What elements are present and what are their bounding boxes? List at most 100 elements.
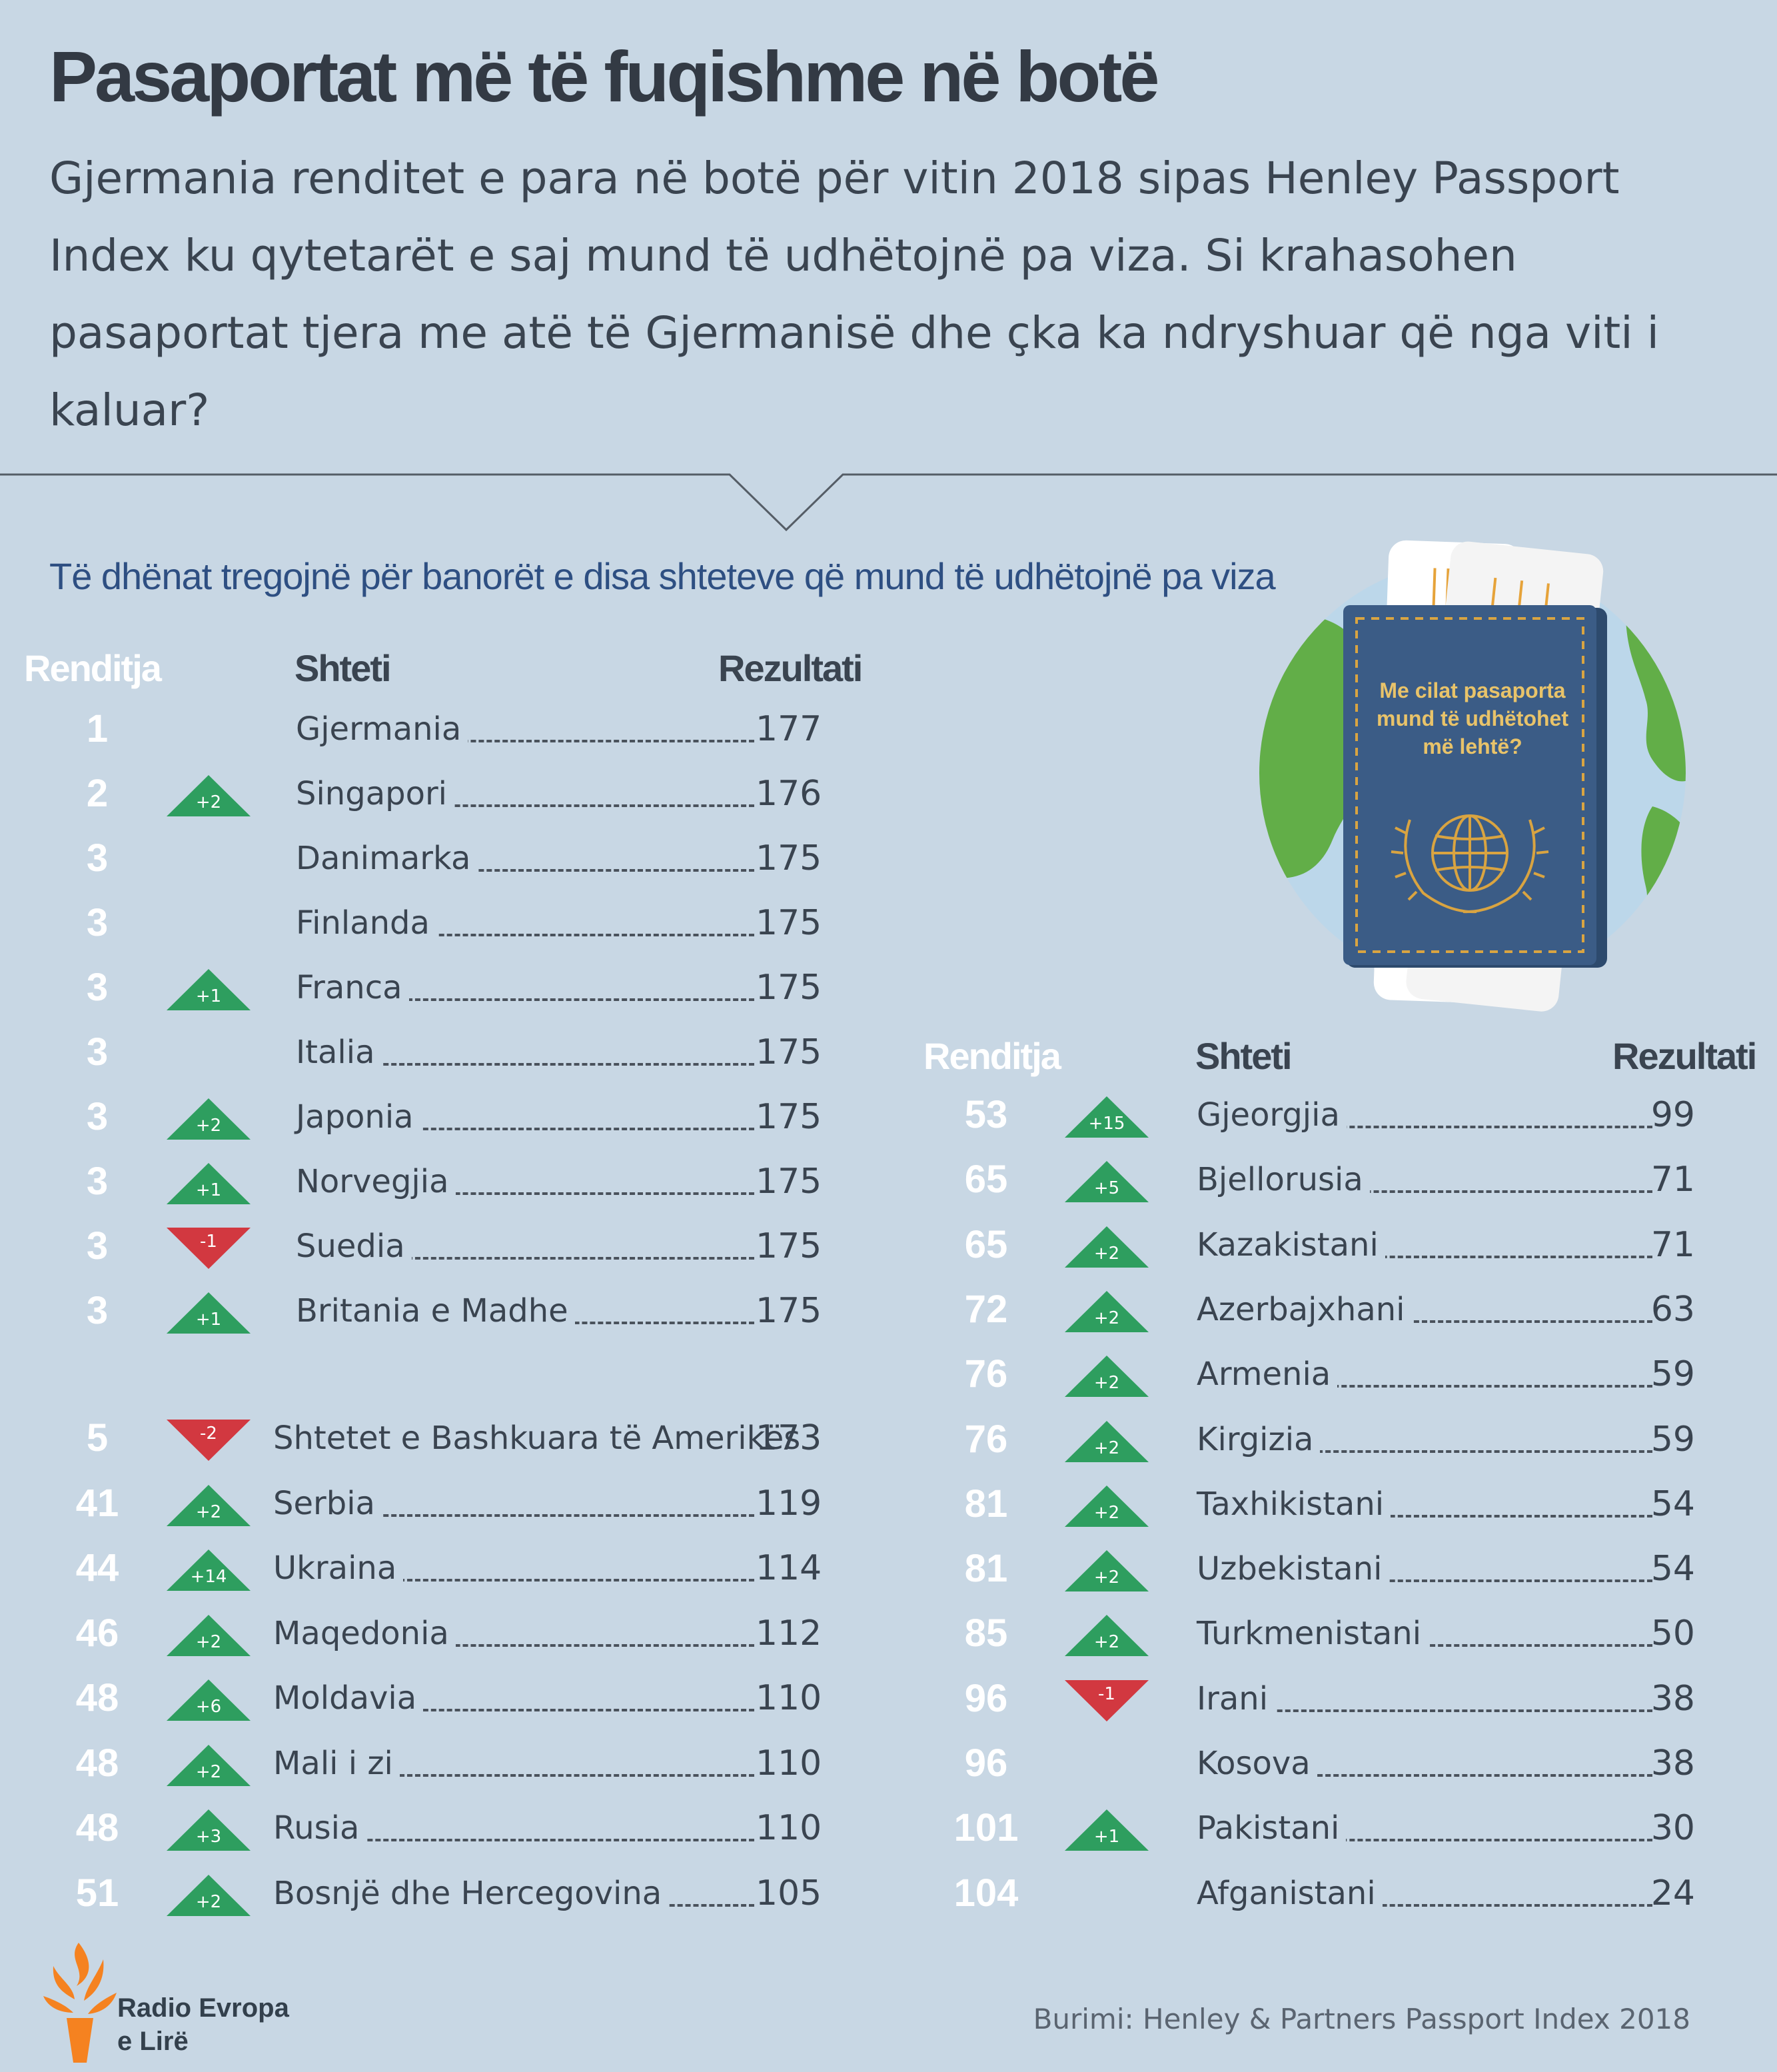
ranking-row: 81 +2 Taxhikistani 54 (0, 1472, 1777, 1536)
ranking-row: 96 -1 Irani 38 (0, 1666, 1777, 1731)
country-name: Gjermania (296, 697, 468, 761)
leader-dots (296, 740, 754, 742)
country-name: Bjellorusia (1197, 1148, 1370, 1212)
country-name: Ukraina (273, 1536, 404, 1600)
globe-icon (1259, 540, 1686, 1012)
leader-dots (1197, 1190, 1652, 1194)
passport-illustration: Me cilat pasaporta mund të udhëtohet më … (1253, 526, 1706, 1036)
country-name: Bosnjë dhe Hercegovina (273, 1861, 669, 1925)
leader-dots (1197, 1126, 1652, 1128)
triangle-up-icon: +2 (1065, 1615, 1149, 1657)
rank-number: 85 (964, 1611, 1008, 1655)
rank-change-label: +2 (195, 1761, 222, 1782)
leader-dots (1197, 1450, 1652, 1453)
score-value: 59 (1650, 1354, 1695, 1395)
leader-dots (296, 1128, 754, 1130)
right-score-header: Rezultati (1612, 1035, 1757, 1077)
rank-number: 46 (75, 1611, 119, 1655)
rank-number: 3 (86, 966, 109, 1009)
triangle-up-icon: +2 (167, 775, 251, 816)
triangle-up-icon: +14 (167, 1550, 251, 1591)
triangle-down-icon: -1 (167, 1228, 251, 1269)
triangle-up-icon: +2 (1065, 1290, 1149, 1332)
ranking-row: 101 +1 Pakistani 30 (0, 1796, 1777, 1861)
triangle-up-icon: +1 (167, 1163, 251, 1204)
leader-dots (1197, 1774, 1652, 1777)
leader-dots (296, 1709, 754, 1711)
rank-number: 65 (964, 1222, 1008, 1266)
rank-change-label: +2 (195, 792, 222, 812)
triangle-up-icon: +15 (1065, 1096, 1149, 1138)
rank-number: 96 (964, 1741, 1008, 1785)
ranking-row: 48 +6 Moldavia 110 (0, 1666, 1777, 1730)
country-name: Gjeorgjia (1197, 1083, 1347, 1147)
torch-logo-icon (43, 1943, 117, 2063)
country-name: Afganistani (1197, 1861, 1383, 1925)
rank-number: 81 (964, 1547, 1008, 1591)
triangle-up-icon: +1 (1065, 1809, 1149, 1851)
rank-change-label: +2 (1093, 1567, 1120, 1588)
triangle-up-icon: +2 (1065, 1356, 1149, 1398)
ranking-row: 48 +3 Rusia 110 (0, 1796, 1777, 1860)
country-name: Britania e Madhe (296, 1279, 575, 1343)
rank-change-label: +2 (1093, 1243, 1120, 1264)
score-value: 38 (1650, 1743, 1695, 1783)
triangle-up-icon: +2 (1065, 1550, 1149, 1592)
leader-dots (296, 1773, 754, 1777)
ranking-row: 76 +2 Kirgizia 59 (0, 1407, 1777, 1472)
score-value: 59 (1650, 1419, 1695, 1460)
rank-number: 3 (86, 836, 109, 880)
leader-dots (1197, 1709, 1652, 1712)
rank-number: 3 (86, 1030, 109, 1074)
left-rank-header: Renditja (24, 647, 162, 689)
ranking-row: 3 +1 Franca 175 (0, 956, 1777, 1020)
ranking-row: 3 Italia 175 (0, 1020, 1777, 1084)
leader-dots (296, 1257, 754, 1260)
leader-dots (1197, 1320, 1652, 1323)
country-name: Moldavia (273, 1666, 424, 1730)
rank-number: 76 (964, 1417, 1008, 1461)
leader-dots (1197, 1579, 1652, 1583)
rank-change-label: +2 (195, 1631, 222, 1652)
leader-dots (296, 1839, 754, 1841)
page-title: Pasaportat më të fuqishme në botë (49, 36, 1159, 117)
rank-number: 72 (964, 1287, 1008, 1331)
triangle-up-icon: +2 (1065, 1226, 1149, 1268)
leader-dots (296, 1063, 754, 1066)
country-name: Turkmenistani (1197, 1601, 1429, 1666)
leader-dots (1197, 1255, 1652, 1258)
ranking-row: 41 +2 Serbia 119 (0, 1471, 1777, 1536)
country-name: Danimarka (296, 826, 478, 890)
ranking-row: 3 Danimarka 175 (0, 826, 1777, 890)
score-value: 38 (1650, 1678, 1695, 1719)
country-name: Azerbajxhani (1197, 1277, 1412, 1342)
rank-number: 51 (75, 1871, 119, 1915)
country-name: Finlanda (296, 891, 436, 955)
score-value: 54 (1650, 1549, 1695, 1589)
score-value: 63 (1650, 1289, 1695, 1330)
ranking-row: 72 +2 Azerbajxhani 63 (0, 1277, 1777, 1342)
leader-dots (1197, 1385, 1652, 1388)
ranking-row: 5 -2 Shtetet e Bashkuara të Amerikës 173 (0, 1406, 1777, 1470)
country-name: Kosova (1197, 1731, 1317, 1795)
ranking-row: 2 +2 Singapori 176 (0, 762, 1777, 826)
rank-number: 1 (86, 707, 109, 750)
triangle-up-icon: +2 (167, 1744, 251, 1786)
triangle-up-icon: +2 (167, 1098, 251, 1140)
country-name: Suedia (296, 1214, 412, 1278)
rank-number: 3 (86, 1095, 109, 1138)
ranking-row: 1 Gjermania 177 (0, 697, 1777, 761)
rank-change-label: -1 (200, 1232, 217, 1252)
section-divider (0, 473, 1777, 532)
country-name: Singapori (296, 762, 454, 826)
ranking-row: 65 +2 Kazakistani 71 (0, 1212, 1777, 1277)
rank-change-label: -1 (1098, 1683, 1115, 1704)
right-rank-header: Renditja (923, 1035, 1061, 1077)
score-value: 54 (1650, 1484, 1695, 1524)
rank-number: 48 (75, 1741, 119, 1785)
page-subtitle: Gjermania renditet e para në botë për vi… (49, 153, 1659, 436)
rank-change-label: +2 (195, 1116, 222, 1136)
ranking-row: 81 +2 Uzbekistani 54 (0, 1537, 1777, 1601)
ranking-row: 3 +1 Britania e Madhe 175 (0, 1279, 1777, 1343)
ranking-row: 46 +2 Maqedonia 112 (0, 1601, 1777, 1665)
